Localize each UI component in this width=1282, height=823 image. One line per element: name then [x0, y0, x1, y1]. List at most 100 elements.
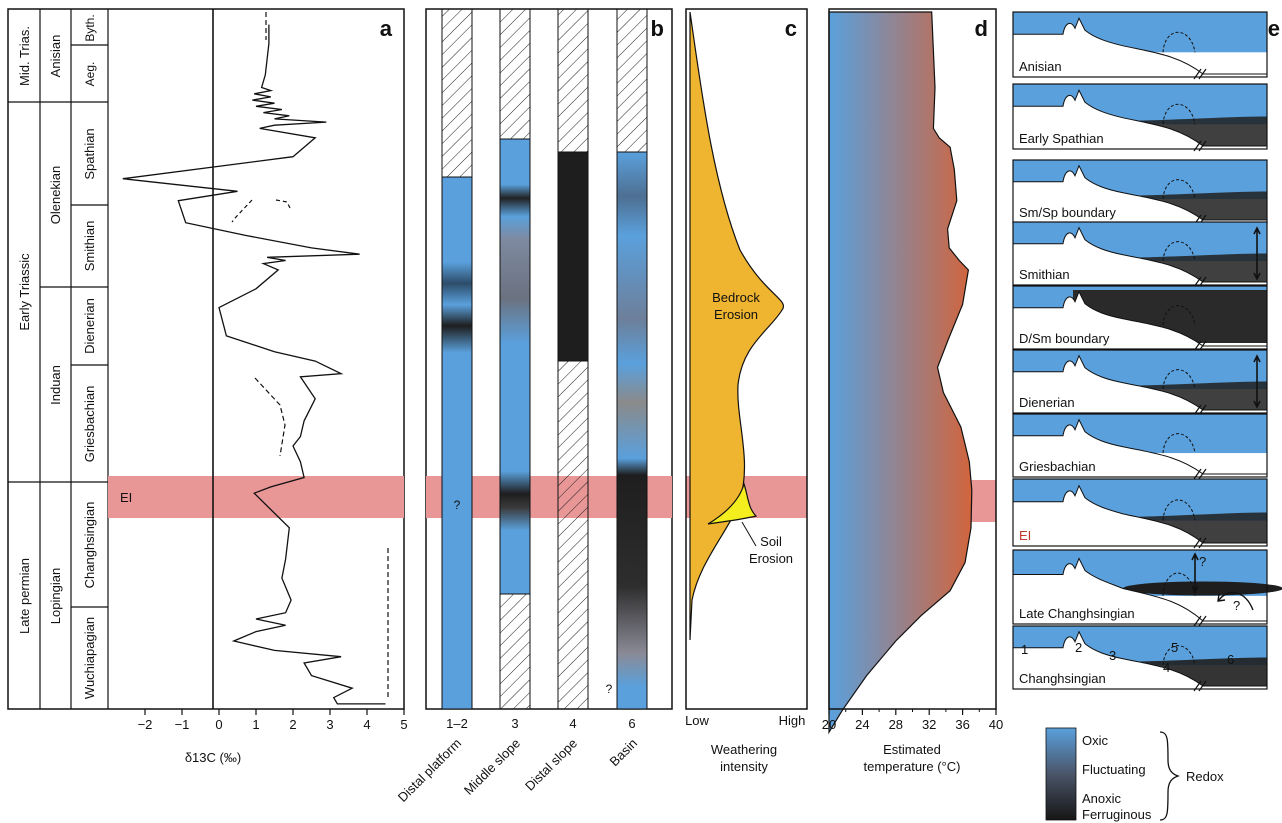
question-mark: ?: [1233, 598, 1240, 613]
zone-number: 6: [1227, 652, 1234, 667]
event-label: EI: [120, 490, 132, 505]
soil-erosion-area: [707, 481, 758, 525]
temperature-axis-label: Estimated temperature (°C): [864, 742, 961, 774]
d13c-tick-label: 2: [289, 717, 296, 732]
fluctuation-arrow: [1253, 354, 1261, 409]
cartoon-label: Sm/Sp boundary: [1019, 205, 1116, 220]
panel-label-b: b: [651, 16, 664, 41]
d13c-tick-label: −1: [175, 717, 190, 732]
column-title-middle-slope: Middle slope: [461, 736, 523, 798]
epoch-label-anisian: Anisian: [48, 35, 63, 78]
stage-label-bythinian: Byth.: [83, 14, 97, 41]
d13c-dashed-segment: [231, 199, 253, 223]
cartoon-label: Anisian: [1019, 59, 1062, 74]
legend-anoxic-ferruginous: Anoxic Ferruginous: [1082, 791, 1152, 822]
cartoon-label: D/Sm boundary: [1019, 331, 1110, 346]
column-label-3: 3: [511, 716, 518, 731]
temperature-area: [828, 11, 973, 735]
cartoon-early-spathian: Early Spathian: [1012, 83, 1268, 152]
panel-label-e: e: [1268, 16, 1280, 41]
legend-redox-label: Redox: [1186, 769, 1224, 784]
epoch-label-olenekian: Olenekian: [48, 166, 63, 225]
cartoon-d-sm-boundary: D/Sm boundary: [1012, 285, 1268, 352]
d13c-tick-label: 5: [400, 717, 407, 732]
panel-c-frame: [685, 8, 808, 710]
column-label-4: 4: [569, 716, 576, 731]
unknown-marker: ?: [606, 682, 613, 696]
legend-fluctuating: Fluctuating: [1082, 762, 1146, 777]
panel-label-a: a: [380, 16, 393, 41]
panel-label-d: d: [975, 16, 988, 41]
d13c-axis-label: δ13C (‰): [185, 750, 241, 765]
stage-label-changhsingian: Changhsingian: [82, 502, 97, 589]
fluctuation-arrow: [1253, 226, 1261, 281]
panel-a: Mid. Trias. Early Triassic Late permian …: [7, 8, 408, 765]
panel-e: e Anisian Early Spathian Sm/Sp boundary Smi…: [1012, 11, 1282, 692]
column-title-distal-slope: Distal slope: [522, 736, 580, 794]
temperature-tick-label: 24: [855, 717, 869, 732]
d13c-dashed-segment: [254, 377, 286, 457]
zone-number: 2: [1075, 640, 1082, 655]
temperature-tick-label: 32: [922, 717, 936, 732]
d13c-tick-label: 3: [326, 717, 333, 732]
epoch-label-induan: Induan: [48, 365, 63, 405]
cartoon-label: Griesbachian: [1019, 459, 1096, 474]
column-label-6: 6: [628, 716, 635, 731]
column-label-1-2: 1–2: [446, 716, 468, 731]
cartoon-griesbachian: Griesbachian: [1012, 413, 1268, 480]
temperature-tick-label: 36: [955, 717, 969, 732]
panel-label-c: c: [785, 16, 797, 41]
cartoon-late-changhsingian: Late Changhsingian??: [1012, 549, 1282, 627]
panel-d: 20 24 28 32 36 40 Estimated temperature (°C) d: [822, 8, 1003, 774]
cartoon-ei: EI: [1012, 478, 1268, 549]
cartoon-changhsingian: Changhsingian 1 2 3 45 6: [1012, 625, 1268, 692]
event-band: [108, 476, 404, 518]
cartoon-label: Dienerian: [1019, 395, 1075, 410]
d13c-tick-label: 1: [252, 717, 259, 732]
period-label-late-permian: Late permian: [17, 558, 32, 634]
question-mark: ?: [1199, 554, 1206, 569]
fluctuation-arrow: [1191, 552, 1199, 594]
epoch-label-lopingian: Lopingian: [48, 568, 63, 624]
panel-b-frame: [425, 8, 673, 710]
period-label-mid-triassic: Mid. Trias.: [17, 26, 32, 86]
soil-erosion-leader: [741, 521, 757, 547]
legend-oxic: Oxic: [1082, 733, 1109, 748]
temperature-tick-label: 28: [889, 717, 903, 732]
cartoon-anisian: Anisian: [1012, 11, 1268, 80]
panel-a-frame: [7, 8, 405, 710]
cartoon-dienerian: Dienerian: [1012, 349, 1268, 416]
temperature-tick-label: 20: [822, 717, 836, 732]
stage-label-griesbachian: Griesbachian: [82, 386, 97, 463]
stage-label-wuchiapagian: Wuchiapagian: [82, 617, 97, 699]
unknown-marker: ?: [454, 498, 461, 512]
redox-legend: Oxic Fluctuating Anoxic Ferruginous Redox: [1045, 727, 1224, 822]
upwelling-arrow: [1217, 591, 1254, 611]
label-bedrock-erosion: Bedrock Erosion: [712, 290, 760, 322]
d13c-dashed-segment: [275, 199, 291, 209]
d13c-curve: [122, 24, 386, 705]
zone-number: 3: [1109, 648, 1116, 663]
redox-column-3: [499, 8, 531, 710]
d13c-axis: −2 −1 0 1 2 3 4 5: [138, 709, 408, 732]
panel-b: ? ? 1–2 3 4 6 Distal platform Middle slo…: [395, 8, 673, 805]
column-title-distal-platform: Distal platform: [395, 736, 464, 805]
stage-label-aegean: Aeg.: [83, 62, 97, 87]
temperature-tick-label: 40: [989, 717, 1003, 732]
stage-label-dienerian: Dienerian: [82, 298, 97, 354]
weathering-tick-high: High: [779, 713, 806, 728]
redox-column-4: [557, 8, 589, 710]
legend-gradient: [1045, 727, 1077, 821]
redox-column-1-2: ?: [441, 8, 473, 710]
cartoon-sm-sp-boundary: Sm/Sp boundary: [1012, 159, 1268, 226]
column-title-basin: Basin: [607, 736, 641, 770]
label-soil-erosion: Soil Erosion: [749, 534, 793, 566]
zone-number: 1: [1021, 642, 1028, 657]
temperature-axis: 20 24 28 32 36 40: [822, 709, 1003, 732]
cartoon-smithian: Smithian: [1012, 221, 1268, 288]
stage-label-smithian: Smithian: [82, 221, 97, 272]
stage-label-spathian: Spathian: [82, 128, 97, 179]
weathering-tick-low: Low: [685, 713, 709, 728]
cartoon-label: Early Spathian: [1019, 131, 1104, 146]
